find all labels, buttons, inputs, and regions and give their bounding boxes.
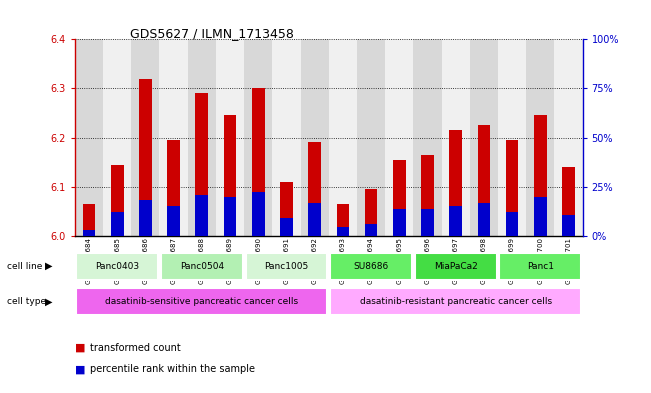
- Text: dasatinib-resistant pancreatic cancer cells: dasatinib-resistant pancreatic cancer ce…: [359, 297, 552, 306]
- Bar: [132, 39, 159, 236]
- Bar: [449, 206, 462, 236]
- Bar: [526, 39, 555, 236]
- Text: SU8686: SU8686: [353, 262, 389, 271]
- Bar: [534, 198, 547, 236]
- Bar: [357, 39, 385, 236]
- Bar: [103, 39, 132, 236]
- Bar: [329, 39, 357, 236]
- Bar: [244, 39, 272, 236]
- Bar: [415, 253, 497, 279]
- Bar: [506, 212, 518, 236]
- Text: Panc1005: Panc1005: [264, 262, 309, 271]
- Bar: [365, 224, 378, 236]
- Bar: [83, 204, 95, 236]
- Text: ▶: ▶: [45, 297, 53, 307]
- Bar: [139, 200, 152, 236]
- Bar: [413, 39, 441, 236]
- Bar: [393, 160, 406, 236]
- Bar: [187, 39, 216, 236]
- Bar: [506, 140, 518, 236]
- Bar: [330, 288, 581, 315]
- Bar: [555, 39, 583, 236]
- Bar: [245, 253, 327, 279]
- Text: Panc0403: Panc0403: [95, 262, 139, 271]
- Bar: [498, 39, 526, 236]
- Bar: [252, 88, 264, 236]
- Bar: [421, 155, 434, 236]
- Text: ■: ■: [75, 343, 85, 353]
- Bar: [478, 204, 490, 236]
- Bar: [393, 209, 406, 236]
- Bar: [421, 209, 434, 236]
- Bar: [159, 39, 187, 236]
- Bar: [337, 227, 349, 236]
- Bar: [330, 253, 412, 279]
- Bar: [252, 192, 264, 236]
- Bar: [111, 212, 124, 236]
- Bar: [385, 39, 413, 236]
- Text: ▶: ▶: [45, 261, 53, 271]
- Bar: [309, 204, 321, 236]
- Bar: [224, 116, 236, 236]
- Bar: [449, 130, 462, 236]
- Bar: [441, 39, 470, 236]
- Bar: [562, 167, 575, 236]
- Bar: [75, 39, 103, 236]
- Bar: [111, 165, 124, 236]
- Bar: [280, 218, 293, 236]
- Text: cell type: cell type: [7, 297, 46, 306]
- Bar: [309, 143, 321, 236]
- Bar: [195, 94, 208, 236]
- Bar: [224, 198, 236, 236]
- Bar: [470, 39, 498, 236]
- Bar: [195, 195, 208, 236]
- Bar: [216, 39, 244, 236]
- Bar: [272, 39, 301, 236]
- Bar: [76, 253, 158, 279]
- Text: dasatinib-sensitive pancreatic cancer cells: dasatinib-sensitive pancreatic cancer ce…: [105, 297, 298, 306]
- Bar: [534, 116, 547, 236]
- Text: cell line: cell line: [7, 262, 42, 271]
- Bar: [478, 125, 490, 236]
- Bar: [167, 140, 180, 236]
- Bar: [83, 230, 95, 236]
- Bar: [562, 215, 575, 236]
- Bar: [161, 253, 243, 279]
- Bar: [76, 288, 327, 315]
- Text: transformed count: transformed count: [90, 343, 180, 353]
- Text: percentile rank within the sample: percentile rank within the sample: [90, 364, 255, 375]
- Text: Panc1: Panc1: [527, 262, 554, 271]
- Text: MiaPaCa2: MiaPaCa2: [434, 262, 478, 271]
- Bar: [499, 253, 581, 279]
- Text: GDS5627 / ILMN_1713458: GDS5627 / ILMN_1713458: [130, 28, 294, 40]
- Text: Panc0504: Panc0504: [180, 262, 224, 271]
- Bar: [280, 182, 293, 236]
- Bar: [337, 204, 349, 236]
- Bar: [301, 39, 329, 236]
- Bar: [139, 79, 152, 236]
- Bar: [365, 189, 378, 236]
- Text: ■: ■: [75, 364, 85, 375]
- Bar: [167, 206, 180, 236]
